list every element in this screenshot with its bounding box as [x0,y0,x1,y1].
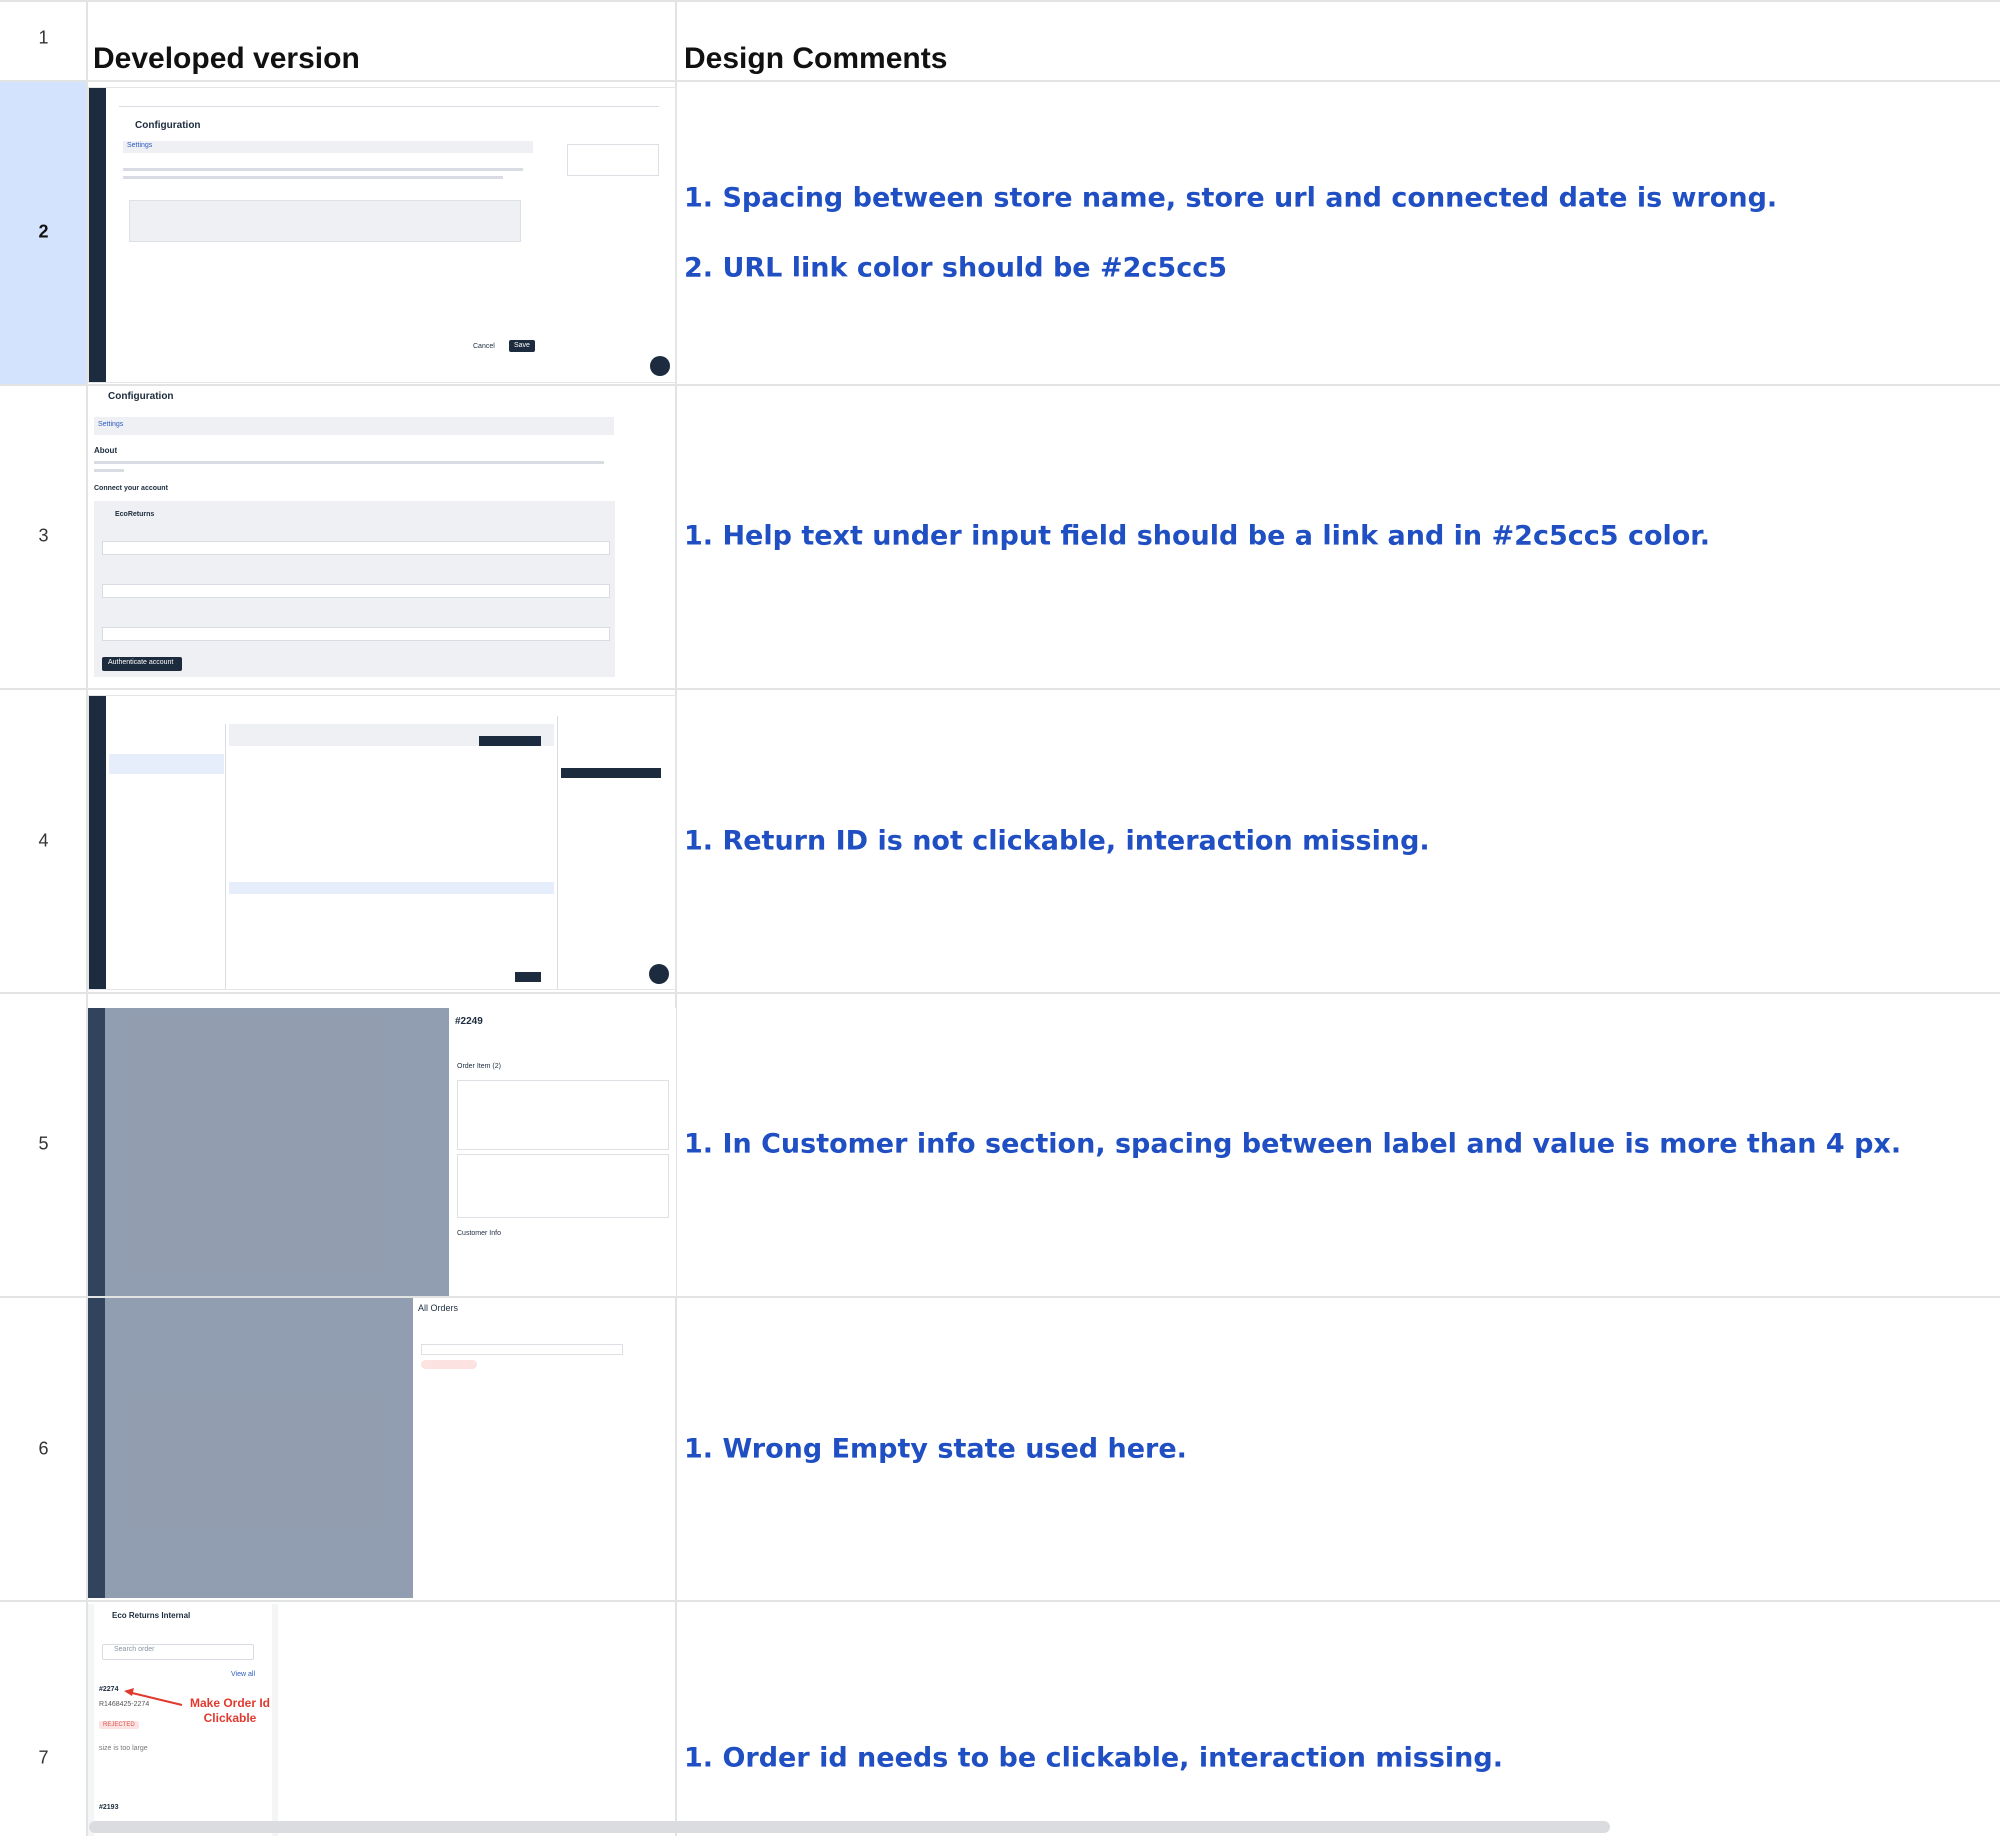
text-line [123,168,523,171]
header: Design Comments [684,42,948,75]
arrow-line [127,1691,183,1706]
overlay [88,1008,449,1296]
panel-title: Eco Returns Internal [112,1611,191,1620]
button[interactable] [479,736,541,746]
text-line [94,461,604,464]
row-number: 1 [38,27,49,48]
row-line [0,992,2000,994]
comment: 1. Return ID is not clickable, interacti… [684,825,1430,857]
chat-bubble[interactable] [650,356,670,376]
button[interactable]: Cancel [473,343,495,350]
button[interactable] [515,972,541,982]
text-line [123,176,503,179]
screenshot [88,695,676,990]
row-line [0,688,2000,690]
divider [225,724,226,989]
panel-title: All Orders [418,1303,459,1313]
card-title: EcoReturns [115,511,155,518]
button-text: Save [514,342,530,349]
row-line [0,80,2000,82]
input[interactable] [102,584,610,598]
row-line [0,1600,2000,1602]
input[interactable] [102,541,610,555]
section-title: Order Item (2) [457,1063,501,1070]
button[interactable] [561,768,661,778]
row-number: 3 [38,525,49,546]
banner [229,882,554,894]
comment: 1. Spacing between store name, store url… [684,182,1778,214]
row-number: 4 [38,830,49,851]
button[interactable] [102,657,182,671]
comment: 2. URL link color should be #2c5cc5 [684,252,1228,284]
panel [94,1604,272,1836]
col-line [675,0,677,1836]
row-number: 7 [38,1747,49,1768]
annotation: Make Order Id Clickable [189,1696,271,1725]
input[interactable] [102,627,610,641]
status-pill: REJECTED [99,1721,139,1729]
link[interactable]: View all [231,1671,255,1678]
return-id: R1468425-2274 [99,1701,150,1708]
section-title: Customer Info [457,1230,501,1237]
list-item [109,754,224,774]
item-card [457,1154,669,1218]
row-line [0,1296,2000,1298]
col-line [86,0,88,1836]
screenshot: #2249 Order Item (2) Customer Info [88,1008,676,1296]
row-number: 6 [38,1438,49,1459]
item-card [457,1080,669,1150]
section-title: Connect your account [94,485,168,492]
tab: Settings [98,421,124,428]
page-title: Configuration [108,391,174,402]
row-line [0,384,2000,386]
text-line [94,469,124,472]
screenshot: Configuration Settings About Connect you… [88,387,626,677]
order-id: #2193 [99,1804,119,1811]
chat-bubble[interactable] [649,964,669,984]
error-pill [421,1360,477,1369]
select[interactable] [421,1344,623,1355]
selected-row-header [0,80,87,384]
comment: 1. Help text under input field should be… [684,520,1711,552]
button[interactable] [509,340,535,352]
reason: size is too large [99,1745,148,1752]
scrollbar[interactable] [89,1821,1610,1833]
arrow [124,1688,183,1706]
section-title: About [94,446,118,455]
page-title: Configuration [135,120,201,131]
toolbar [229,724,554,746]
placeholder: Search order [114,1646,155,1653]
tabs [123,141,533,153]
screenshot: Eco Returns Internal Search order View a… [88,1604,278,1836]
comment: 1. In Customer info section, spacing bet… [684,1128,1902,1160]
screenshot: All Orders [88,1298,626,1598]
divider [119,106,659,107]
order-id: #2274 [99,1686,119,1693]
row-number: 5 [38,1133,49,1154]
divider [557,716,558,989]
header: Developed version [93,42,360,75]
overlay [88,1298,413,1598]
card [567,144,659,176]
arrow-head [124,1688,134,1696]
screenshot: Configuration Settings Cancel Save [88,87,676,383]
search-input[interactable] [102,1644,254,1660]
row-number: 2 [38,221,49,242]
panel-title: #2249 [455,1016,483,1027]
comment: 1. Wrong Empty state used here. [684,1433,1187,1465]
comment: 1. Order id needs to be clickable, inter… [684,1742,1503,1774]
card [129,200,521,242]
button-text: Authenticate account [108,659,174,666]
tabs [94,417,614,435]
sidebar [89,88,106,382]
sidebar [89,696,106,989]
row-line [0,0,2000,2]
tab: Settings [127,142,153,149]
